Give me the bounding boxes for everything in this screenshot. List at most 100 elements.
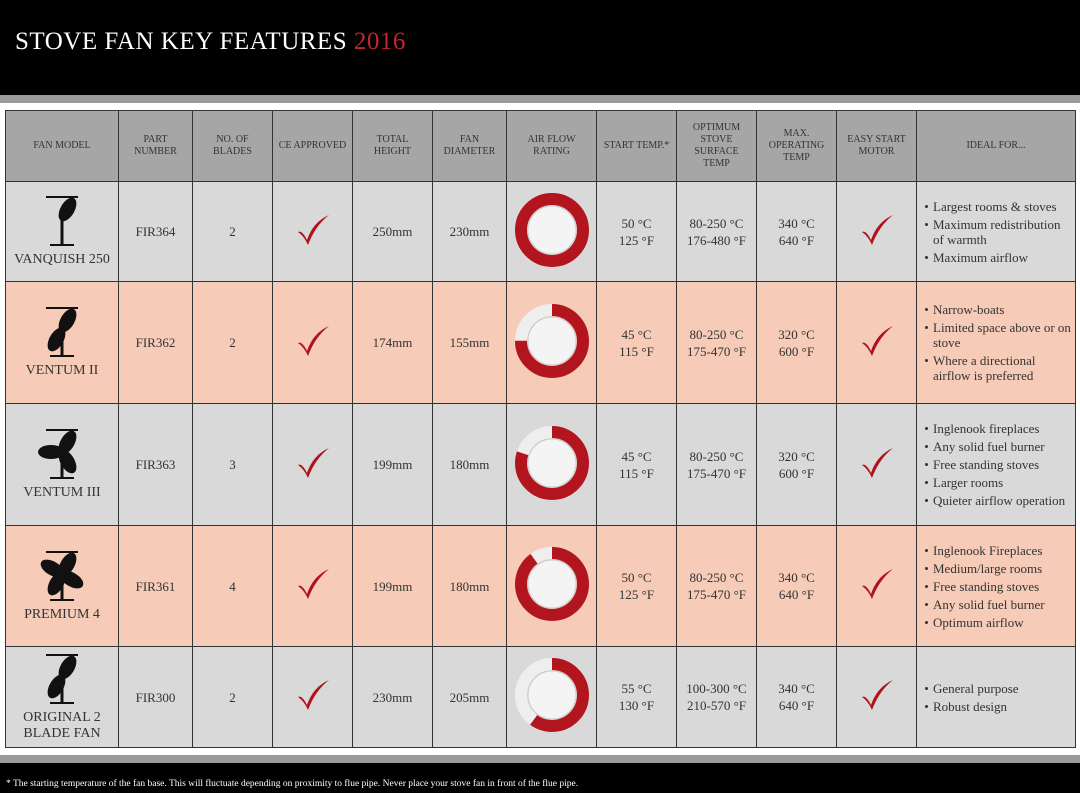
check-mark: [861, 680, 893, 710]
part-number: FIR363: [118, 403, 193, 526]
fan-icon: [46, 307, 78, 357]
header-row: FAN MODEL PART NUMBER NO. OF BLADES CE APPR…: [5, 110, 1076, 182]
ideal-item: General purpose: [925, 681, 1071, 696]
model-cell: PREMIUM 4: [5, 525, 119, 647]
height: 199mm: [352, 525, 433, 647]
ideal-list: Inglenook fireplaces Any solid fuel burne…: [923, 421, 1071, 508]
ideal-item: Inglenook Fireplaces: [925, 543, 1071, 558]
ideal-item: Any solid fuel burner: [925, 439, 1071, 454]
temp-line: 340 °C: [778, 215, 815, 231]
fan-icon: [38, 429, 78, 479]
fan-blade: [58, 197, 77, 222]
temp-line: 80-250 °C: [689, 215, 744, 231]
column-header: OPTIMUM STOVE SURFACE TEMP: [676, 110, 757, 182]
start-temp: 45 °C 115 °F: [596, 403, 677, 526]
part-number: FIR364: [118, 181, 193, 282]
temp-line: 125 °F: [618, 232, 655, 248]
check-mark: [297, 447, 329, 478]
blades: 2: [192, 281, 273, 404]
airflow-cell: [506, 403, 597, 526]
ideal-item: Optimum airflow: [925, 615, 1071, 630]
ring-value: [514, 547, 589, 621]
check-mark: [297, 214, 329, 245]
temp-line: 640 °F: [778, 232, 815, 248]
ce-cell: [272, 181, 353, 282]
temp-line: 125 °F: [618, 587, 655, 602]
column-header: TOTAL HEIGHT: [352, 110, 433, 182]
temp-line: 320 °C: [778, 326, 815, 342]
part-number: FIR361: [118, 525, 193, 647]
temp-line: 600 °F: [778, 343, 815, 359]
fan-blade: [40, 559, 65, 577]
start-temp: 55 °C 130 °F: [596, 646, 677, 748]
ideal-cell: Inglenook Fireplaces Medium/large rooms Fr…: [916, 525, 1076, 647]
check-icon: [861, 214, 893, 245]
check-mark: [861, 569, 893, 599]
ideal-list: Largest rooms & stoves Maximum redistribu…: [923, 199, 1071, 265]
temp-line: 55 °C: [621, 681, 652, 696]
check-mark: [861, 214, 893, 245]
header-bar: STOVE FAN KEY FEATURES 2016: [0, 0, 1080, 95]
check-icon: [861, 680, 893, 710]
model-name: VENTUM III: [23, 485, 101, 500]
ideal-list: Narrow-boats Limited space above or on st…: [923, 302, 1071, 383]
ideal-item: Largest rooms & stoves: [925, 199, 1071, 214]
ideal-item: Any solid fuel burner: [925, 597, 1071, 612]
start-temp: 45 °C 115 °F: [596, 281, 677, 404]
ring-center: [527, 205, 576, 254]
check-icon: [297, 214, 329, 245]
column-header: EASY START MOTOR: [836, 110, 917, 182]
airflow-ring: [514, 303, 589, 378]
ideal-item: Robust design: [925, 699, 1071, 714]
fan-blade: [59, 570, 84, 588]
ideal-item: Maximum redistribution of warmth: [925, 217, 1071, 247]
ideal-item: Medium/large rooms: [925, 561, 1071, 576]
ideal-list: Inglenook Fireplaces Medium/large rooms Fr…: [923, 543, 1071, 630]
start-temp: 50 °C 125 °F: [596, 525, 677, 647]
ring-value: [514, 192, 589, 267]
features-table: FAN MODEL PART NUMBER NO. OF BLADES CE APPR…: [5, 110, 1076, 748]
temp-line: 80-250 °C: [689, 570, 744, 585]
ring-center: [527, 438, 576, 487]
fan-icon: [46, 653, 78, 704]
height: 174mm: [352, 281, 433, 404]
temp-line: 600 °F: [778, 465, 815, 481]
surface-temp: 80-250 °C 176-480 °F: [676, 181, 757, 282]
airflow-ring: [514, 425, 589, 500]
model-name: VANQUISH 250: [14, 252, 110, 267]
check-icon: [297, 680, 329, 710]
ce-cell: [272, 646, 353, 748]
ideal-item: Maximum airflow: [925, 250, 1071, 265]
column-header: CE APPROVED: [272, 110, 353, 182]
blades: 2: [192, 646, 273, 748]
table-row: VENTUM III FIR363 3 199mm 180mm 45 °C 115 °F 80…: [5, 403, 1076, 526]
airflow-cell: [506, 525, 597, 647]
ring-value: [514, 425, 589, 500]
diameter: 155mm: [432, 281, 507, 404]
temp-line: 640 °F: [778, 587, 815, 602]
ideal-item: Larger rooms: [925, 475, 1071, 490]
column-header: AIR FLOW RATING: [506, 110, 597, 182]
height: 230mm: [352, 646, 433, 748]
footer-bar: * The starting temperature of the fan ba…: [0, 763, 1080, 793]
check-icon: [861, 325, 893, 356]
diameter: 180mm: [432, 403, 507, 526]
temp-line: 210-570 °F: [686, 698, 746, 713]
motor-cell: [836, 646, 917, 748]
fan-blade: [47, 571, 66, 595]
height: 250mm: [352, 181, 433, 282]
fan-icon: [46, 196, 78, 246]
model-cell: ORIGINAL 2 BLADE FAN: [5, 646, 119, 748]
blades: 3: [192, 403, 273, 526]
fan-blade: [47, 327, 66, 352]
airflow-cell: [506, 181, 597, 282]
check-mark: [861, 447, 893, 478]
check-mark: [861, 325, 893, 356]
check-mark: [297, 325, 329, 356]
check-mark: [297, 680, 329, 710]
diameter: 180mm: [432, 525, 507, 647]
ideal-cell: Largest rooms & stoves Maximum redistribu…: [916, 181, 1076, 282]
column-header: MAX. OPERATING TEMP: [756, 110, 837, 182]
temp-line: 175-470 °F: [686, 587, 746, 602]
